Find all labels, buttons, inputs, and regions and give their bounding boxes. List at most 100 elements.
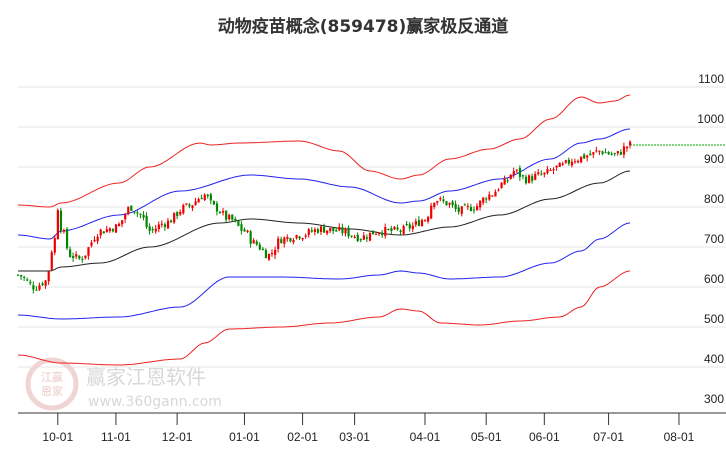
candle-body — [433, 202, 436, 207]
candle-body — [463, 204, 466, 206]
candle-body — [316, 229, 320, 233]
candle-body — [393, 226, 396, 230]
candle-body — [607, 152, 610, 155]
candle-body — [485, 198, 488, 200]
watermark-logo-text: 江赢 — [41, 370, 63, 384]
watermark-url: www.360gann.com — [88, 394, 222, 410]
watermark-brand: 赢家江恩软件 — [86, 365, 206, 389]
candle-body — [35, 289, 38, 291]
candle-body — [191, 205, 194, 209]
candle-body — [240, 224, 243, 231]
x-tick-label: 02-01 — [287, 430, 318, 444]
candle-body — [445, 201, 448, 206]
candle-body — [163, 224, 167, 227]
candle-body — [206, 194, 209, 197]
candle-body — [390, 228, 393, 231]
candle-body — [50, 252, 53, 270]
candle-body — [160, 223, 164, 225]
y-tick-label: 800 — [704, 192, 724, 206]
candle-body — [62, 230, 66, 232]
candle-body — [619, 152, 623, 155]
candle-body — [72, 256, 75, 259]
candle-body — [570, 161, 574, 166]
candle-body — [277, 238, 280, 249]
candle-body — [396, 227, 399, 230]
candle-body — [561, 163, 564, 165]
candle-body — [531, 176, 534, 181]
candle-body — [99, 229, 102, 236]
grid: 300 400 500 600 700 800 900 1000 1100 — [18, 72, 726, 406]
x-tick-label: 12-01 — [162, 430, 193, 444]
candle-body — [506, 180, 509, 182]
candle-body — [427, 216, 430, 222]
candle-body — [133, 211, 136, 213]
candle-body — [53, 238, 56, 253]
candle-body — [540, 173, 543, 175]
candle-body — [286, 237, 289, 239]
candle-body — [69, 249, 72, 258]
candle-body — [59, 210, 63, 231]
candle-body — [326, 230, 329, 234]
candle-body — [81, 258, 84, 260]
candle-body — [338, 226, 341, 231]
candle-body — [96, 236, 99, 242]
candle-body — [546, 169, 549, 173]
candle-body — [93, 239, 96, 242]
candle-body — [26, 279, 29, 281]
y-tick-label: 300 — [704, 392, 724, 406]
candle-body — [368, 232, 372, 241]
y-tick-label: 600 — [704, 272, 724, 286]
candle-body — [436, 201, 439, 203]
candle-body — [375, 233, 378, 235]
candle-body — [23, 276, 26, 278]
candle-body — [117, 223, 121, 227]
candle-body — [212, 200, 216, 205]
candle-body — [347, 227, 350, 237]
candle-body — [466, 205, 470, 207]
candle-body — [479, 200, 482, 208]
candle-body — [439, 198, 442, 200]
candle-body — [90, 242, 93, 246]
candle-body — [283, 237, 286, 244]
candle-body — [323, 226, 326, 233]
candle-body — [234, 218, 237, 221]
candle-body — [622, 146, 626, 155]
candle-body — [518, 167, 522, 177]
candle-body — [420, 220, 424, 227]
candle-body — [215, 203, 219, 212]
candle-body — [209, 194, 212, 201]
candle-body — [47, 271, 50, 282]
candle-body — [111, 229, 115, 232]
candle-body — [307, 229, 310, 235]
candle-body — [417, 220, 421, 226]
candle-body — [292, 239, 295, 243]
candle-body — [598, 150, 601, 152]
candle-body — [319, 226, 323, 233]
candle-body — [448, 203, 451, 205]
candle-body — [430, 205, 433, 219]
candle-body — [573, 161, 577, 163]
candle-body — [371, 230, 375, 235]
candle-body — [454, 204, 457, 210]
candle-body — [173, 212, 176, 223]
candle-body — [264, 250, 268, 259]
candle-body — [365, 237, 369, 239]
candle-body — [222, 211, 225, 213]
candle-body — [341, 227, 344, 234]
candle-body — [335, 230, 338, 232]
candle-body — [114, 224, 118, 233]
candle-body — [130, 205, 133, 211]
candle-body — [105, 229, 108, 233]
candle-body — [280, 239, 283, 244]
candle-body — [476, 206, 479, 211]
candle-body — [350, 235, 353, 237]
candle-body — [509, 174, 512, 179]
candle-body — [613, 153, 616, 155]
candle-body — [595, 150, 598, 152]
candle-body — [610, 153, 613, 155]
candle-body — [166, 220, 170, 229]
candle-body — [258, 244, 261, 250]
candle-body — [457, 207, 460, 212]
candle-body — [497, 189, 500, 191]
candle-body — [78, 256, 81, 259]
